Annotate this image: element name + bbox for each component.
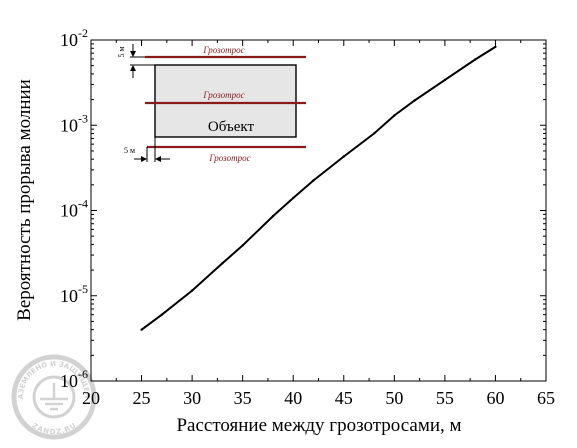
series-point: [221, 262, 224, 265]
chart-labels: Расстояние между грозотросами, м Вероятно…: [14, 79, 462, 436]
x-tick-label: 20: [82, 388, 100, 408]
x-tick-label: 50: [385, 388, 403, 408]
object-label: Объект: [208, 119, 255, 135]
y-tick-label: 10-4: [60, 197, 88, 221]
watermark-inner-ring: [32, 375, 76, 419]
series-point: [342, 155, 345, 158]
dim-arrow-right-head: [141, 156, 147, 162]
dim-label-vertical: 5 м: [117, 46, 126, 57]
ground-wire-label-2: Грозотрос: [202, 90, 244, 100]
y-tick-label: 10-2: [60, 26, 88, 50]
x-tick-label: 40: [284, 388, 302, 408]
series-point: [190, 289, 194, 292]
chart-axes: 20 25 30 35 40 45 50 55 60 65 10-6 10-5 10-4 10-3 10-2: [60, 26, 555, 408]
y-tick-label: 10-6: [60, 367, 88, 391]
series-point: [140, 328, 143, 331]
series-point: [494, 45, 497, 49]
series-point: [241, 244, 244, 247]
series-point: [474, 58, 477, 61]
x-tick-label: 25: [133, 388, 151, 408]
object-rect: [154, 64, 297, 138]
y-tick-label: 10-3: [60, 111, 88, 135]
watermark-ring: [11, 354, 97, 440]
x-tick-label: 65: [537, 388, 555, 408]
x-tick-label: 35: [234, 388, 252, 408]
dim-arrow-down-head: [130, 51, 136, 57]
series-point: [443, 78, 447, 82]
x-tick-label: 55: [436, 388, 454, 408]
ground-wire-label-3: Грозотрос: [208, 153, 250, 163]
series-point: [413, 99, 416, 102]
series-point: [312, 179, 315, 182]
series-point: [160, 313, 163, 316]
chart-series: [140, 45, 497, 331]
y-tick-label: 10-5: [60, 282, 88, 306]
series-point: [292, 196, 295, 200]
series-point: [271, 214, 275, 218]
x-tick-label: 60: [486, 388, 504, 408]
series-point: [393, 114, 396, 117]
dim-arrow-up-head: [130, 65, 136, 71]
cable-layout-inset: Объект Грозотрос Грозотрос Грозотрос 5 м 5 м: [117, 44, 306, 163]
y-axis-label: Вероятность прорыва молнии: [14, 79, 35, 321]
x-tick-label: 30: [183, 388, 201, 408]
series-point: [372, 132, 376, 135]
ground-wire-label-1: Грозотрос: [202, 45, 244, 55]
x-axis-label: Расстояние между грозотросами, м: [176, 415, 461, 436]
x-tick-label: 45: [335, 388, 353, 408]
dim-label-horizontal: 5 м: [124, 146, 135, 155]
dim-arrow-left-head: [155, 156, 161, 162]
